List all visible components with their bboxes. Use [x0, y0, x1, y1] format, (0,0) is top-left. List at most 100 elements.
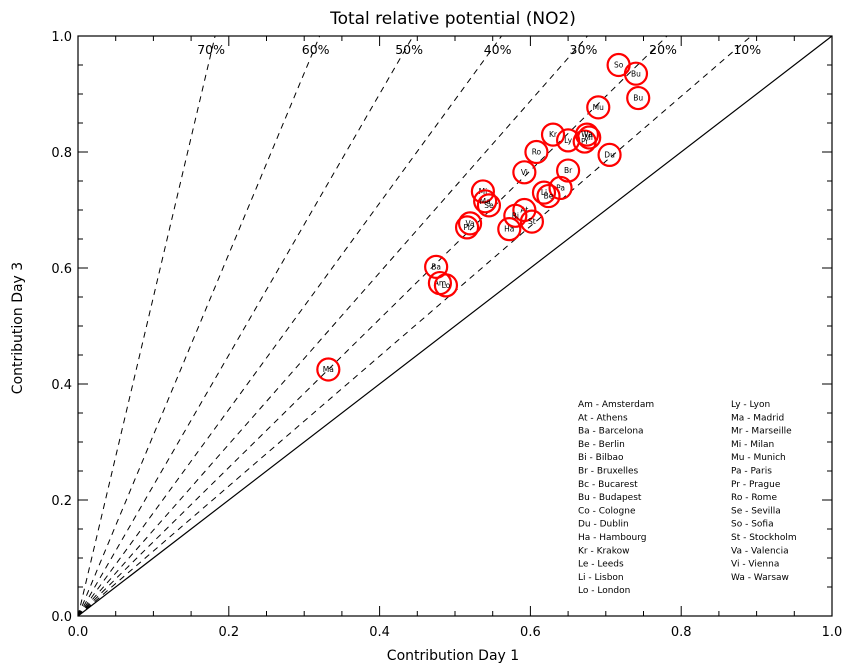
point-label: Va — [466, 219, 475, 228]
point-label: Ro — [532, 148, 542, 157]
chart-title: Total relative potential (NO2) — [329, 9, 576, 29]
legend-entry: Pa - Paris — [731, 467, 772, 477]
data-point: Br — [555, 158, 581, 183]
data-point: Se — [476, 193, 502, 218]
legend-entry: Ro - Rome — [731, 493, 777, 503]
diagonal-line-group — [77, 35, 833, 617]
legend-entry: Wa - Warsaw — [731, 573, 789, 583]
legend-entry: Se - Sevilla — [731, 506, 781, 516]
x-tick-label: 0.6 — [520, 625, 541, 640]
percent-label: 30% — [570, 42, 598, 57]
legend-entry: Ha - Hambourg — [578, 533, 646, 543]
data-point: Bu — [623, 61, 649, 86]
data-point: Ha — [497, 217, 522, 242]
point-label: Ly — [564, 136, 572, 145]
point-label: Lo — [442, 281, 451, 290]
point-label: Se — [484, 201, 494, 210]
x-tick-label: 0.2 — [218, 625, 239, 640]
point-label: Mu — [593, 103, 604, 112]
point-marker — [476, 193, 502, 218]
iso-line — [77, 35, 321, 617]
point-marker — [555, 158, 581, 183]
point-label: Bu — [631, 69, 641, 78]
legend-entry: Mu - Munich — [731, 453, 786, 463]
point-label: Ma — [323, 365, 334, 374]
legend-entry: St - Stockholm — [731, 533, 797, 543]
y-tick-label: 1.0 — [51, 30, 72, 45]
percent-labels: 70% 60% 50% 40% 30% 20% 10% — [197, 42, 761, 57]
point-marker — [519, 209, 545, 234]
x-tick-label: 0.8 — [671, 625, 692, 640]
point-label: Pr — [463, 223, 471, 232]
iso-line — [77, 35, 752, 617]
x-tick-label: 0.4 — [369, 625, 390, 640]
x-axis-title: Contribution Day 1 — [387, 648, 519, 664]
y-tick-label: 0.2 — [51, 494, 72, 509]
point-label: Wa — [581, 130, 593, 139]
legend-entry: Be - Berlin — [578, 440, 625, 450]
iso-line — [77, 35, 216, 617]
point-label: Mr — [584, 133, 594, 142]
y-tick-label: 0.0 — [51, 610, 72, 625]
point-marker — [316, 357, 341, 382]
point-marker — [574, 122, 600, 147]
point-label: Kr — [549, 130, 558, 139]
legend-entry: Va - Valencia — [731, 546, 789, 556]
legend-entry: Li - Lisbon — [578, 573, 624, 583]
point-marker — [433, 273, 459, 298]
legend-entry: Ba - Barcelona — [578, 427, 644, 437]
point-label: Ma — [480, 197, 491, 206]
y-tick-label: 0.8 — [51, 146, 72, 161]
y-tick-label: 0.4 — [51, 378, 72, 393]
legend-entry: Du - Dublin — [578, 520, 629, 530]
point-marker — [503, 203, 528, 228]
point-label: Li — [541, 188, 547, 197]
point-marker — [524, 139, 549, 165]
y-axis-title: Contribution Day 3 — [10, 262, 26, 394]
legend-entry: Mi - Milan — [731, 440, 774, 450]
iso-line — [77, 35, 668, 617]
percent-label: 50% — [395, 42, 423, 57]
point-label: Bi — [512, 211, 519, 220]
legend-entry: Am - Amsterdam — [578, 400, 654, 410]
point-marker — [457, 211, 483, 236]
data-point: Bu — [626, 85, 651, 111]
data-point: Vi — [512, 160, 537, 185]
point-label: St — [528, 217, 536, 226]
point-label: Du — [604, 151, 615, 160]
point-marker — [473, 189, 498, 214]
y-tick-label: 0.6 — [51, 262, 72, 277]
point-marker — [424, 254, 449, 279]
point-label: Vi — [521, 168, 528, 177]
legend-entry: Ly - Lyon — [731, 400, 770, 410]
diagonal-line — [77, 35, 833, 617]
iso-line — [77, 35, 502, 617]
percent-label: 70% — [197, 42, 225, 57]
legend-entry: Bi - Bilbao — [578, 453, 624, 463]
data-point: Be — [536, 183, 561, 209]
percent-label: 10% — [733, 42, 761, 57]
point-marker — [531, 180, 557, 205]
legend-entry: Kr - Krakow — [578, 546, 629, 556]
legend: Am - Amsterdam At - Athens Ba - Barcelona B… — [578, 400, 797, 596]
point-marker — [586, 95, 611, 120]
point-label: So — [614, 61, 624, 70]
legend-entry: Mr - Marseille — [731, 427, 792, 437]
legend-entry: Vi - Vienna — [731, 560, 779, 570]
point-label: Am — [434, 279, 446, 288]
point-marker — [454, 215, 480, 240]
legend-entry: Bu - Budapest — [578, 493, 642, 503]
point-label: Be — [544, 192, 554, 201]
data-point: Va — [457, 211, 483, 236]
point-label: Bu — [633, 94, 643, 103]
legend-entry: So - Sofia — [731, 520, 774, 530]
x-tick-label: 1.0 — [822, 625, 843, 640]
legend-entry: Co - Cologne — [578, 506, 636, 516]
legend-entry: Ma - Madrid — [731, 413, 784, 423]
point-marker — [470, 179, 495, 204]
point-marker — [536, 183, 561, 209]
legend-entry: Bc - Bucarest — [578, 480, 638, 490]
data-point: Pa — [548, 175, 573, 201]
